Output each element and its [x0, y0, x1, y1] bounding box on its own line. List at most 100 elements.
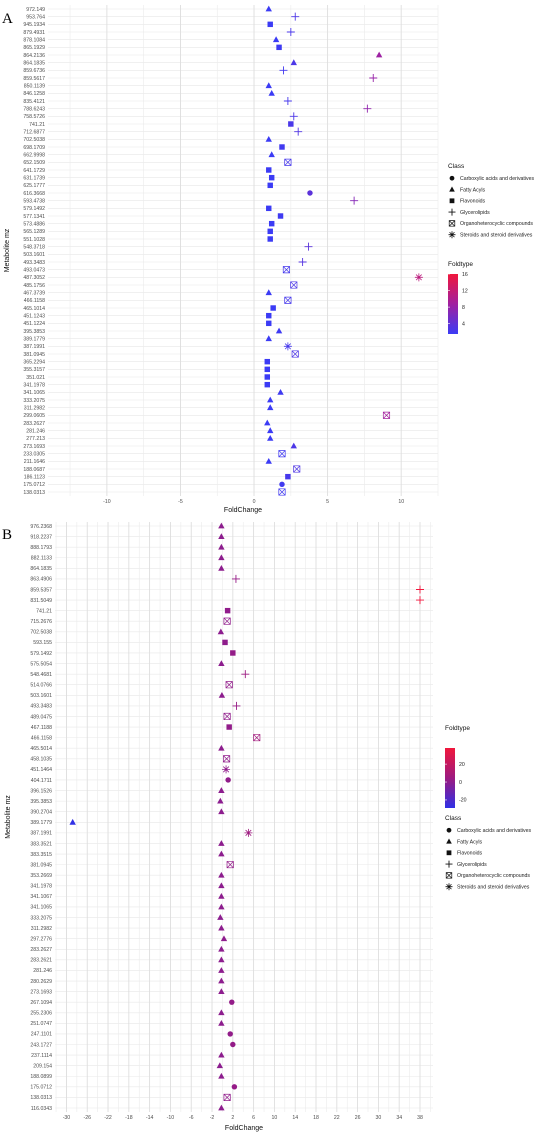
y-tick-label: 641.1729	[23, 168, 45, 174]
panel-label: B	[2, 527, 12, 543]
data-point-triangle	[264, 419, 271, 426]
y-tick-label: 365.2294	[23, 359, 45, 365]
y-tick-label: 976.2368	[30, 524, 52, 530]
y-tick-label: 850.1139	[24, 83, 45, 89]
data-point-circle	[227, 1031, 233, 1037]
y-tick-label: 548.3718	[23, 244, 45, 250]
color-bar-tick-label: 8	[462, 305, 465, 311]
y-tick-label: 616.3668	[23, 191, 45, 197]
data-point-plus	[283, 97, 292, 105]
data-point-triangle	[218, 1019, 225, 1026]
y-tick-label: 758.5726	[23, 114, 45, 120]
data-point-triangle	[218, 787, 225, 793]
x-tick-label: 0	[253, 499, 256, 505]
y-tick-label: 466.1158	[31, 735, 52, 741]
y-tick-label: 175.0712	[23, 482, 45, 488]
color-bar-tick-label: 16	[462, 272, 468, 278]
x-tick-label: 38	[417, 1115, 423, 1121]
panel-label: A	[2, 11, 13, 27]
x-tick-label: 26	[355, 1115, 361, 1121]
data-point-square	[230, 650, 236, 656]
data-point-triangle	[218, 924, 225, 931]
data-point-plus	[363, 104, 372, 113]
data-point-boxx	[223, 755, 231, 763]
x-axis-label: FoldChange	[225, 1125, 263, 1132]
data-point-plus	[289, 112, 298, 121]
legend-key-circle	[449, 175, 455, 181]
data-point-triangle	[218, 967, 225, 973]
data-point-triangle	[218, 1104, 225, 1111]
y-tick-label: 175.0712	[30, 1085, 52, 1091]
data-point-triangle	[218, 543, 225, 550]
data-point-triangle	[217, 914, 224, 920]
x-tick-label: -22	[104, 1115, 112, 1121]
x-tick-label: -18	[125, 1115, 133, 1121]
y-tick-label: 493.3483	[23, 260, 45, 266]
y-tick-label: 396.1526	[30, 788, 52, 794]
y-tick-label: 387.1991	[30, 831, 52, 837]
y-tick-label: 243.1727	[30, 1042, 52, 1048]
data-point-boxx	[225, 681, 233, 689]
x-tick-label: -6	[189, 1115, 194, 1121]
class-legend-label: Fatty Acyls	[457, 839, 482, 845]
color-bar	[448, 274, 458, 334]
data-point-boxx	[284, 296, 292, 304]
y-tick-label: 466.1158	[24, 298, 45, 304]
y-tick-label: 662.9998	[23, 152, 45, 158]
y-tick-label: 625.1777	[23, 183, 45, 189]
data-point-triangle	[272, 36, 280, 43]
y-tick-label: 383.3521	[30, 841, 52, 847]
data-point-plus	[298, 258, 307, 266]
data-point-circle	[229, 999, 235, 1005]
data-point-triangle	[218, 893, 225, 899]
y-tick-label: 333.2075	[30, 915, 52, 921]
class-legend: Class Carboxylic acids and derivatives Fat…	[445, 815, 532, 891]
y-tick-label: 389.1779	[23, 336, 45, 342]
data-point-plus	[231, 574, 240, 583]
y-tick-label: 698.1709	[23, 145, 45, 151]
data-point-triangle	[218, 840, 225, 846]
data-point-square	[264, 374, 271, 380]
y-tick-label: 353.2669	[30, 873, 52, 879]
y-tick-label: 281.246	[33, 968, 52, 974]
y-tick-label: 864.1835	[30, 566, 52, 572]
y-tick-label: 859.6736	[23, 68, 45, 74]
data-point-square	[285, 473, 291, 480]
y-tick-label: 451.1243	[23, 313, 45, 319]
y-tick-label: 715.2676	[30, 619, 52, 625]
legend-key-square	[449, 198, 455, 204]
y-tick-label: 493.3483	[30, 704, 52, 710]
y-tick-label: 188.0687	[23, 467, 45, 473]
x-tick-label: -10	[167, 1115, 175, 1121]
color-bar-tick-label: 20	[459, 762, 465, 768]
data-point-triangle	[267, 404, 274, 411]
y-tick-label: 487.3052	[23, 275, 45, 281]
color-bar-tick-label: 4	[462, 321, 465, 327]
x-tick-label: 2	[231, 1115, 234, 1121]
y-tick-label: 863.4906	[30, 577, 52, 583]
data-point-boxx	[223, 712, 231, 721]
legend-key-circle	[446, 827, 452, 833]
data-point-triangle	[218, 533, 225, 539]
data-point-triangle	[218, 1051, 225, 1058]
x-tick-label: -30	[63, 1115, 71, 1121]
data-point-triangle	[218, 850, 225, 857]
class-legend-label: Steroids and steroid derivatives	[457, 885, 530, 891]
y-tick-label: 381.0945	[30, 862, 52, 868]
class-legend-label: Carboxylic acids and derivatives	[460, 176, 535, 182]
data-point-square	[264, 381, 271, 388]
data-point-square	[267, 228, 273, 235]
y-tick-label: 879.4931	[23, 30, 45, 36]
y-tick-label: 451.1224	[23, 321, 45, 327]
data-point-boxx	[278, 450, 286, 458]
data-point-plus	[286, 28, 295, 36]
data-point-triangle	[268, 89, 275, 96]
x-tick-label: -26	[83, 1115, 91, 1121]
y-tick-label: 311.2982	[24, 405, 45, 411]
y-tick-label: 593.155	[33, 640, 52, 646]
data-point-triangle	[265, 82, 272, 89]
y-tick-label: 878.1084	[23, 37, 45, 43]
x-tick-label: 6	[252, 1115, 255, 1121]
y-tick-label: 565.1289	[23, 229, 45, 235]
data-point-triangle	[267, 427, 274, 434]
